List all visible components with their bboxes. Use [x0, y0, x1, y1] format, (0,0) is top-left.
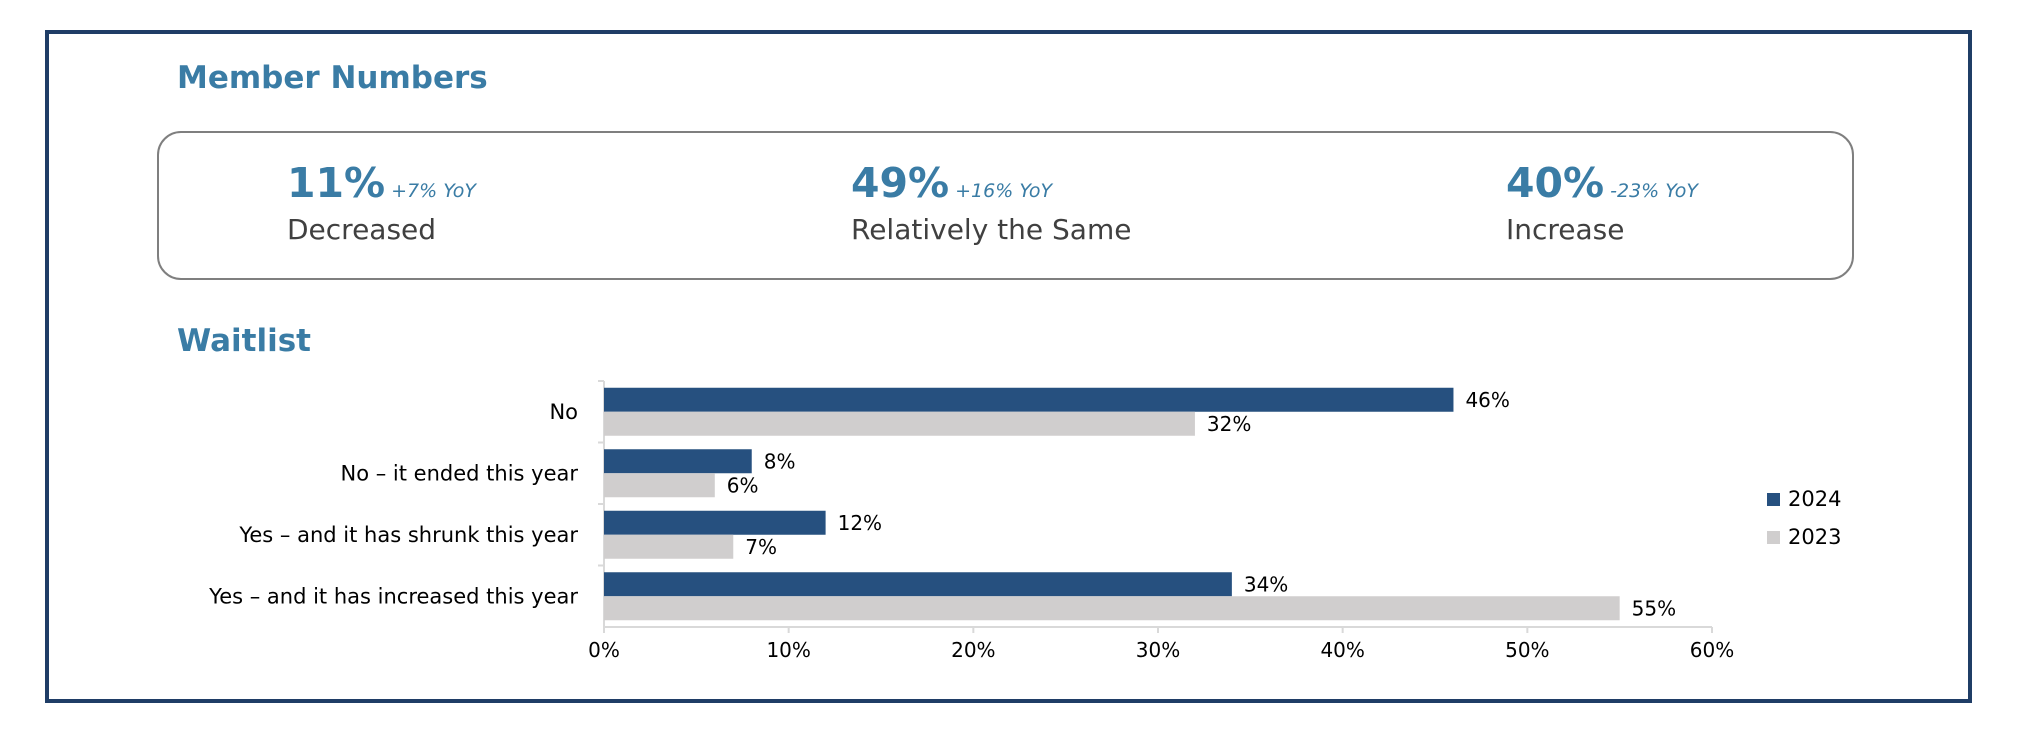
x-tick-label: 0% [588, 638, 620, 662]
stat-increase: 40% -23% YoY Increase [1506, 159, 1698, 246]
bar-2023 [604, 473, 715, 498]
stat-yoy-change: +16% YoY [955, 180, 1053, 202]
stat-percent: 11% [287, 159, 386, 207]
data-label: 8% [764, 449, 796, 473]
stat-yoy-change: -23% YoY [1610, 180, 1699, 202]
legend-label: 2024 [1788, 487, 1841, 511]
data-label: 7% [745, 535, 777, 559]
data-label: 46% [1465, 388, 1509, 412]
stat-percent: 40% [1506, 159, 1605, 207]
bar-2024 [604, 449, 752, 474]
category-label: No [549, 400, 578, 424]
bar-2024 [604, 572, 1232, 597]
legend-swatch [1767, 531, 1780, 544]
data-label: 6% [727, 473, 759, 497]
data-label: 32% [1207, 412, 1251, 436]
x-tick-label: 60% [1690, 638, 1734, 662]
legend-swatch [1767, 493, 1780, 506]
stat-percent: 49% [851, 159, 950, 207]
x-tick-label: 40% [1320, 638, 1364, 662]
stat-label: Relatively the Same [851, 213, 1132, 246]
legend-label: 2023 [1788, 525, 1841, 549]
data-label: 12% [838, 511, 882, 535]
stat-relatively-same: 49% +16% YoY Relatively the Same [851, 159, 1131, 246]
x-tick-label: 10% [766, 638, 810, 662]
member-numbers-title: Member Numbers [177, 60, 488, 96]
bar-2023 [604, 596, 1620, 621]
stat-yoy-change: +7% YoY [391, 180, 476, 202]
stat-decreased: 11% +7% YoY Decreased [287, 159, 476, 246]
member-stats-panel: 11% +7% YoY Decreased 49% +16% YoY Relativ… [157, 131, 1854, 280]
x-tick-label: 30% [1136, 638, 1180, 662]
data-label: 34% [1244, 572, 1288, 596]
category-label: Yes – and it has shrunk this year [238, 523, 578, 547]
bar-2023 [604, 411, 1195, 436]
category-label: Yes – and it has increased this year [208, 584, 578, 608]
stat-label: Increase [1506, 213, 1625, 246]
x-tick-label: 20% [951, 638, 995, 662]
x-tick-label: 50% [1505, 638, 1549, 662]
bar-2024 [604, 510, 826, 535]
report-frame [45, 30, 1972, 703]
waitlist-title: Waitlist [177, 323, 311, 359]
category-label: No – it ended this year [341, 461, 579, 485]
bar-2023 [604, 534, 734, 559]
stat-label: Decreased [287, 213, 437, 246]
data-label: 55% [1632, 596, 1676, 620]
bar-2024 [604, 387, 1454, 412]
